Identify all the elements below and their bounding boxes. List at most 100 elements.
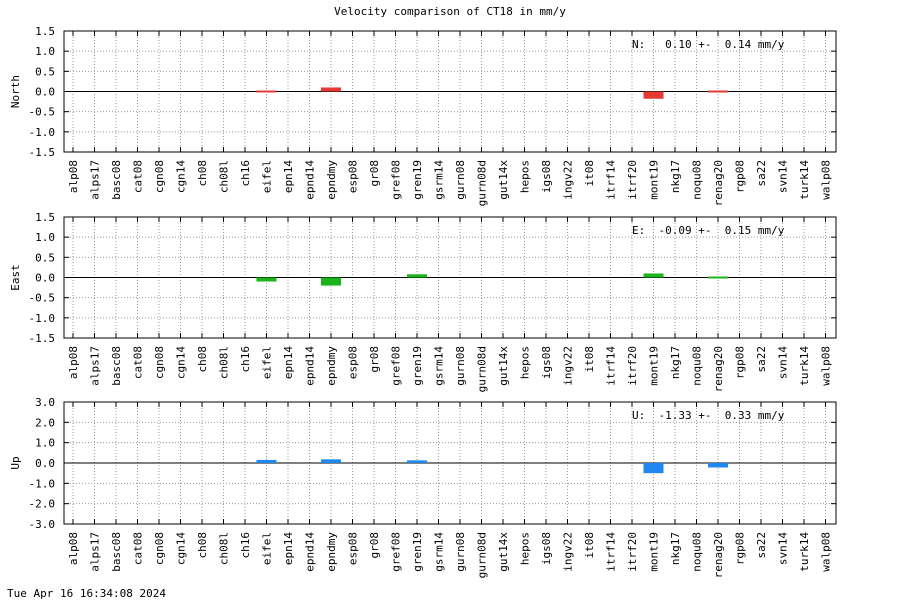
bar-epndmy [321,277,341,286]
y-tick-label: -1.5 [29,332,56,345]
x-tick-label: epnd14 [304,346,317,386]
y-tick-label: 1.5 [35,211,55,224]
x-tick-label: svn14 [777,346,790,379]
x-tick-label: noqu08 [691,346,704,386]
y-tick-label: 1.0 [35,437,55,450]
x-tick-label: gref08 [390,532,403,572]
x-tick-label: epndmy [325,346,338,386]
y-axis-label: East [9,264,22,291]
x-tick-label: svn14 [777,160,790,193]
y-tick-label: 0.5 [35,251,55,264]
y-tick-label: 0.0 [35,457,55,470]
x-tick-label: eifel [261,532,274,565]
x-tick-label: itrf14 [605,160,618,200]
x-tick-label: gsrm14 [433,346,446,386]
x-tick-label: gren19 [411,346,424,386]
x-tick-label: it08 [583,160,596,187]
x-tick-label: alps17 [89,532,102,572]
y-axis-label: Up [9,456,22,469]
x-tick-label: gr08 [368,160,381,187]
x-tick-label: cgn14 [175,346,188,379]
x-tick-label: svn14 [777,532,790,565]
y-axis-label: North [9,75,22,108]
y-tick-label: 1.0 [35,231,55,244]
bar-mont19 [643,91,664,99]
y-tick-label: -1.5 [29,146,56,159]
y-tick-label: -2.0 [29,498,56,511]
x-tick-label: hepos [519,346,532,379]
x-tick-label: itrf20 [626,160,639,200]
x-tick-label: itrf20 [626,532,639,572]
x-tick-label: gurn08 [454,532,467,572]
x-tick-label: turk14 [798,346,811,386]
x-tick-label: walp08 [820,532,833,572]
x-tick-label: itrf20 [626,346,639,386]
bar-gren19 [407,460,427,463]
x-tick-label: itrf14 [605,346,618,386]
x-tick-label: nkg17 [669,160,682,193]
x-tick-label: ch08 [196,160,209,187]
x-tick-label: cgn08 [153,346,166,379]
x-tick-label: esp08 [347,346,360,379]
x-tick-label: sa22 [755,532,768,559]
chart-title: Velocity comparison of CT18 in mm/y [334,5,566,18]
x-tick-label: gut14x [497,532,510,572]
plot-frame [63,401,837,525]
x-tick-label: gut14x [497,160,510,200]
x-tick-label: sa22 [755,160,768,187]
x-tick-label: epndmy [325,532,338,572]
x-tick-label: epn14 [282,160,295,193]
x-tick-label: esp08 [347,160,360,193]
y-tick-label: -3.0 [29,518,56,531]
x-tick-label: cgn08 [153,160,166,193]
x-tick-label: alp08 [67,532,80,565]
bar-eifel [256,90,277,93]
x-tick-label: gut14x [497,346,510,386]
x-tick-label: renag20 [712,160,725,206]
x-tick-label: rgp08 [734,532,747,565]
x-tick-label: nkg17 [669,346,682,379]
x-tick-label: sa22 [755,346,768,373]
x-tick-label: turk14 [798,532,811,572]
x-tick-label: epnd14 [304,532,317,572]
bar-renag20 [708,90,728,93]
x-tick-label: noqu08 [691,160,704,200]
y-tick-label: 0.0 [35,272,55,285]
x-tick-label: rgp08 [734,160,747,193]
x-tick-label: ch16 [239,346,252,373]
bar-epndmy [321,459,341,463]
x-tick-label: basc08 [110,160,123,200]
y-tick-label: 1.0 [35,45,55,58]
x-tick-label: cgn14 [175,160,188,193]
bar-renag20 [708,463,728,468]
x-tick-label: itrf14 [605,532,618,572]
x-tick-label: ch08l [218,346,231,379]
x-tick-label: rgp08 [734,346,747,379]
x-tick-label: ch16 [239,160,252,187]
x-tick-label: ingv22 [562,532,575,572]
y-tick-label: 0.0 [35,86,55,99]
x-tick-label: alp08 [67,346,80,379]
velocity-annotation: N: 0.10 +- 0.14 mm/y [632,38,785,51]
x-tick-label: gref08 [390,346,403,386]
y-tick-label: -0.5 [29,106,56,119]
x-tick-label: mont19 [648,532,661,572]
bar-mont19 [643,273,664,278]
x-tick-label: cat08 [132,532,145,565]
x-tick-label: gren19 [411,160,424,200]
x-tick-label: basc08 [110,532,123,572]
x-tick-label: noqu08 [691,532,704,572]
x-tick-label: walp08 [820,346,833,386]
x-tick-label: gurn08d [476,160,489,206]
x-tick-label: gren19 [411,532,424,572]
y-tick-label: -1.0 [29,126,56,139]
x-tick-label: basc08 [110,346,123,386]
x-tick-label: mont19 [648,346,661,386]
y-tick-label: 2.0 [35,416,55,429]
x-tick-label: epndmy [325,160,338,200]
x-tick-label: igs08 [540,160,553,193]
x-tick-label: cgn14 [175,532,188,565]
y-tick-label: -0.5 [29,292,56,305]
plot-frame [63,30,837,153]
x-tick-label: igs08 [540,346,553,379]
